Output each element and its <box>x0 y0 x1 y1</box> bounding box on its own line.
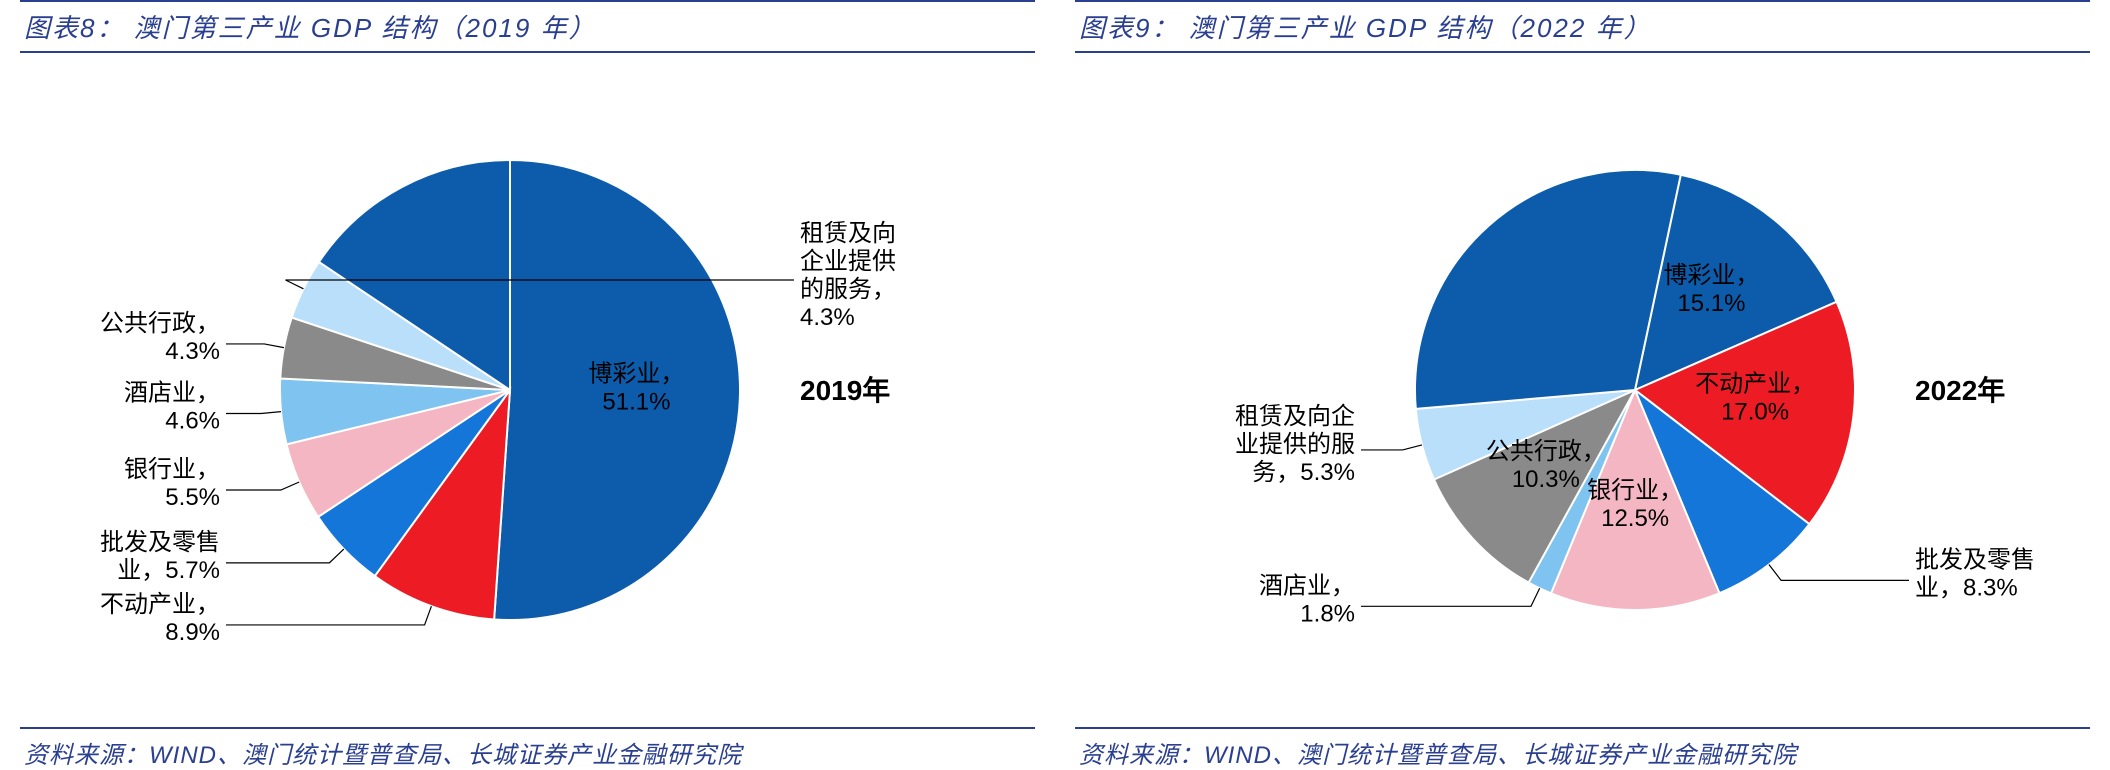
left-panel: 图表8： 澳门第三产业 GDP 结构（2019 年） 博彩业，51.1% 不动产业… <box>0 0 1055 770</box>
slice-label-酒店业: 酒店业，4.6% <box>124 380 220 435</box>
right-title: 图表9： 澳门第三产业 GDP 结构（2022 年） <box>1075 0 2090 53</box>
slice-label-公共行政: 公共行政，4.3% <box>100 310 220 365</box>
slice-label-租赁及向企业提供的服务: 租赁及向企业提供的服务，4.3% <box>800 220 896 331</box>
right-panel: 图表9： 澳门第三产业 GDP 结构（2022 年） 博彩业，15.1%不动产业… <box>1055 0 2110 770</box>
slice-label-批发及零售业: 批发及零售业，8.3% <box>1915 546 2035 601</box>
right-chart-area: 博彩业，15.1%不动产业，17.0%批发及零售业，8.3%银行业，12.5%酒… <box>1075 53 2090 727</box>
leader-银行业 <box>226 482 299 490</box>
leader-批发及零售业 <box>1769 565 1909 581</box>
leader-公共行政 <box>226 344 284 348</box>
leader-租赁及向企业提供的服务 <box>1361 445 1422 450</box>
slice-label-租赁及向企业提供的服务: 租赁及向企业提供的服务，5.3% <box>1235 403 1355 486</box>
slice-label-批发及零售业: 批发及零售业，5.7% <box>100 529 220 584</box>
left-chart-area: 博彩业，51.1% 不动产业，8.9% 批发及零售业，5.7% 银行业，5.5% 酒店业… <box>20 53 1035 727</box>
slice-label-不动产业: 不动产业，8.9% <box>100 591 220 646</box>
leader-酒店业 <box>1361 588 1540 606</box>
leader-酒店业 <box>226 412 281 414</box>
right-source: 资料来源：WIND、澳门统计暨普查局、长城证券产业金融研究院 <box>1075 727 2090 770</box>
slice-label-银行业: 银行业，5.5% <box>124 456 220 511</box>
right-pie-svg: 博彩业，15.1%不动产业，17.0%批发及零售业，8.3%银行业，12.5%酒… <box>1075 53 2090 727</box>
left-source: 资料来源：WIND、澳门统计暨普查局、长城证券产业金融研究院 <box>20 727 1035 770</box>
left-pie-svg: 博彩业，51.1% 不动产业，8.9% 批发及零售业，5.7% 银行业，5.5% 酒店业… <box>20 53 1035 727</box>
slice-label-博彩业: 博彩业，51.1% <box>588 360 684 415</box>
year-label: 2022年 <box>1915 374 2005 406</box>
leader-不动产业 <box>226 606 431 625</box>
year-label: 2019年 <box>800 374 890 406</box>
slice-label-酒店业: 酒店业，1.8% <box>1259 572 1355 627</box>
leader-批发及零售业 <box>226 549 344 563</box>
slice-label-银行业: 银行业，12.5% <box>1587 477 1683 532</box>
left-title: 图表8： 澳门第三产业 GDP 结构（2019 年） <box>20 0 1035 53</box>
slice-label-博彩业: 博彩业，15.1% <box>1663 262 1759 317</box>
